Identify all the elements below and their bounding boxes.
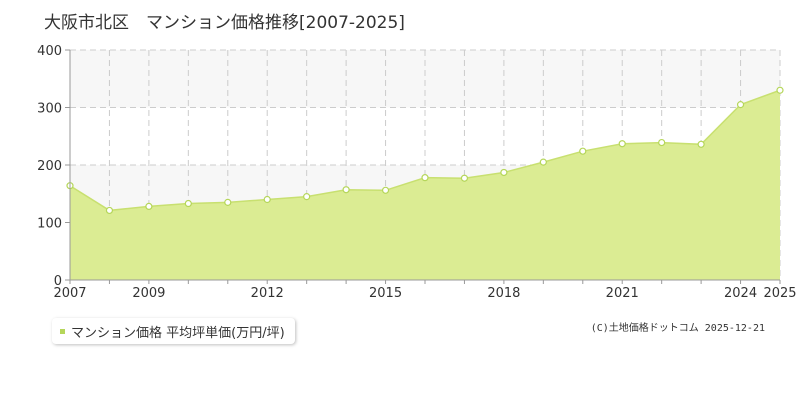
data-point [381, 186, 390, 194]
legend-swatch [60, 328, 65, 334]
y-tick-label: 400 [37, 44, 62, 59]
data-point [460, 174, 469, 182]
x-tick-label: 2024 [724, 286, 757, 301]
source-credit: (C)土地価格ドットコム 2025-12-21 [590, 323, 765, 334]
x-tick-label: 2025 [763, 286, 796, 301]
y-tick-label: 200 [37, 159, 62, 174]
data-point [579, 147, 587, 155]
data-point [697, 140, 705, 148]
data-point [658, 138, 666, 147]
data-point [776, 86, 784, 94]
data-point [500, 168, 508, 177]
x-tick-label: 2012 [251, 286, 284, 301]
y-tick-label: 0 [54, 274, 62, 289]
x-tick-label: 2009 [132, 286, 165, 301]
data-point [184, 199, 192, 208]
x-tick-label: 2021 [606, 286, 639, 301]
data-point [105, 206, 114, 215]
data-point [224, 198, 232, 206]
x-tick-label: 2018 [487, 286, 520, 301]
legend-label: マンション価格 平均坪単価(万円/坪) [71, 325, 285, 341]
y-tick-label: 300 [37, 102, 62, 117]
data-point [145, 202, 153, 210]
data-point [263, 195, 271, 204]
series-layer [66, 86, 784, 280]
chart-title: 大阪市北区 マンション価格推移[2007-2025] [44, 13, 405, 33]
grid-band [70, 50, 780, 108]
legend: マンション価格 平均坪単価(万円/坪) [52, 318, 295, 344]
data-point [736, 101, 745, 109]
data-point [342, 186, 350, 194]
series-area [70, 90, 780, 280]
data-point [303, 193, 311, 201]
data-point [421, 174, 429, 182]
data-point [539, 158, 547, 166]
y-tick-label: 100 [37, 217, 62, 232]
axes-layer: 0 100 200 300 400 2007 2009 2012 2015 2018 2021 202… [37, 44, 796, 301]
x-tick-label: 2007 [53, 286, 86, 301]
x-tick-label: 2015 [369, 286, 402, 301]
data-point [618, 140, 626, 148]
